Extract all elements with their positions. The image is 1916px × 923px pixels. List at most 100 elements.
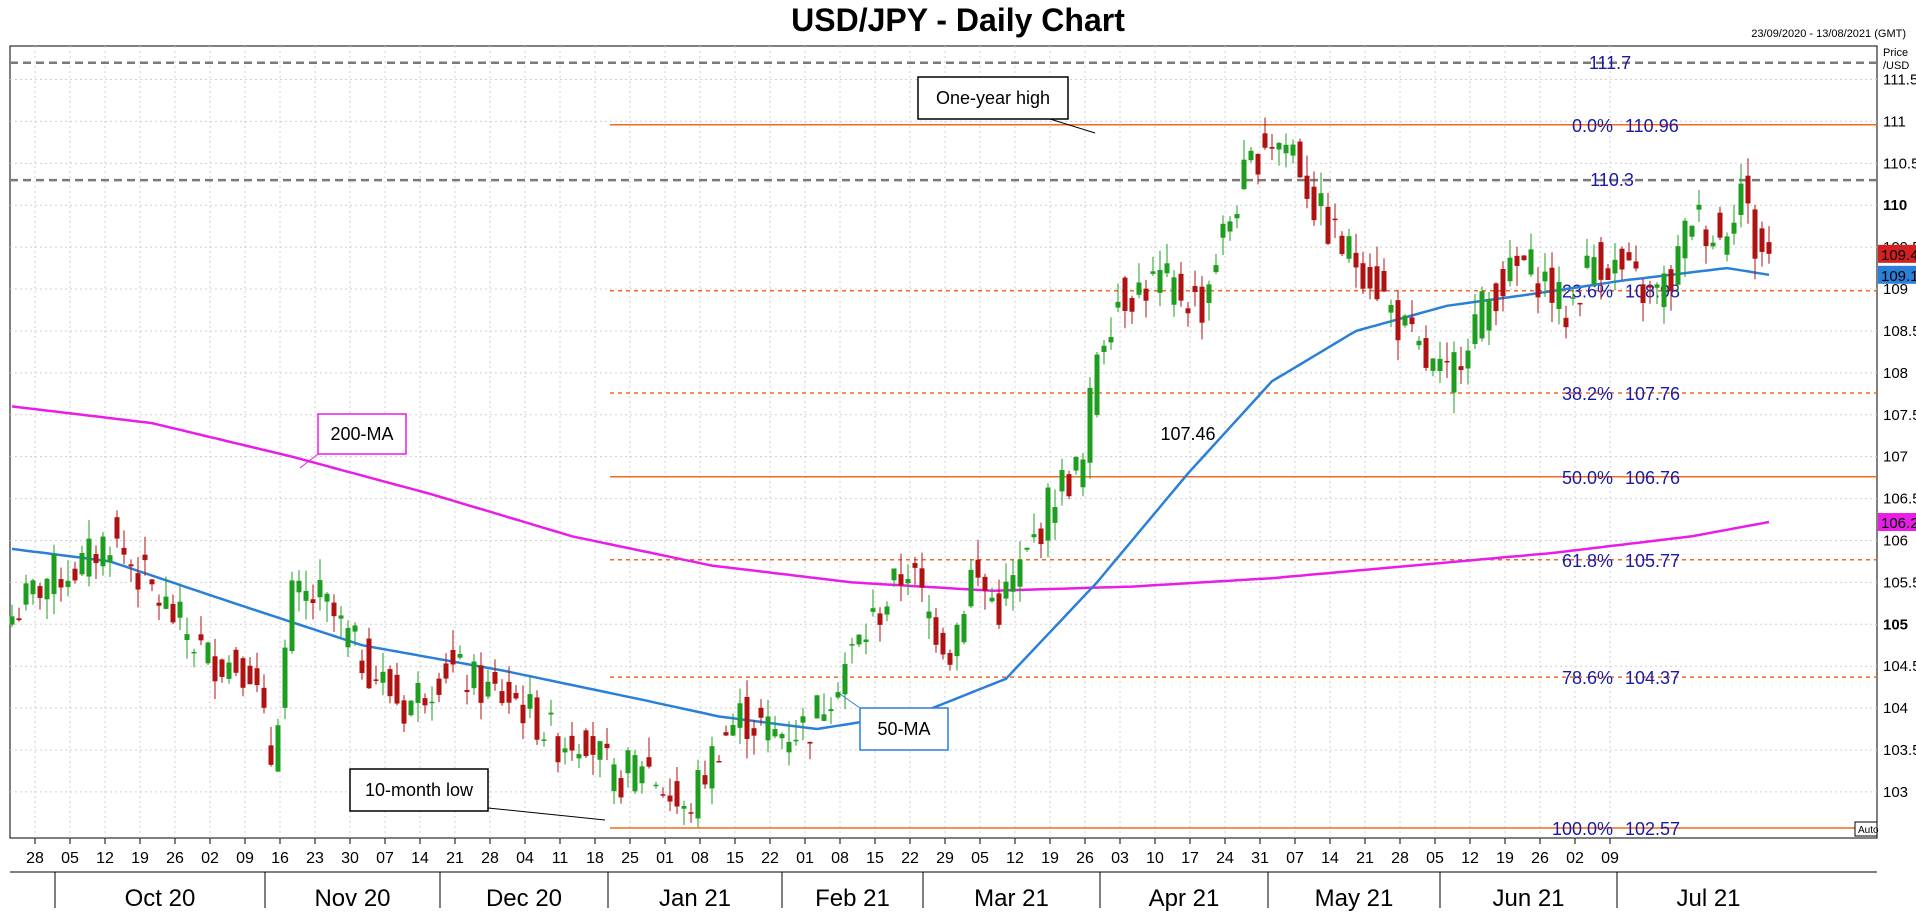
month-label: Apr 21 — [1149, 885, 1220, 912]
y-tick-label: 107.5 — [1883, 407, 1916, 424]
resistance-label: 110.3 — [1590, 170, 1634, 190]
x-tick-label: 15 — [726, 850, 744, 867]
candle-body — [1682, 220, 1688, 259]
x-tick-label: 16 — [271, 850, 289, 867]
candle-body — [1101, 345, 1107, 352]
candle-body — [1192, 286, 1198, 293]
candle-body — [765, 716, 771, 741]
candle-body — [219, 659, 225, 677]
x-tick-label: 21 — [446, 850, 464, 867]
candle-body — [1465, 350, 1471, 369]
ma200-value-badge-label: 106.22 — [1881, 515, 1916, 532]
candle-body — [1766, 242, 1772, 254]
candle-body — [1150, 271, 1156, 274]
price-axis-title: /USD — [1883, 60, 1909, 72]
candle-body — [940, 632, 946, 655]
candle-body — [982, 576, 988, 591]
x-tick-label: 05 — [61, 850, 79, 867]
candle-body — [989, 597, 995, 602]
y-tick-label: 110.5 — [1883, 155, 1916, 172]
candle-body — [79, 553, 85, 575]
y-tick-label: 105.5 — [1883, 574, 1916, 591]
candle-body — [1444, 360, 1450, 363]
candle-body — [198, 634, 204, 641]
x-tick-label: 14 — [1321, 850, 1339, 867]
candle-body — [1598, 242, 1604, 280]
y-tick-label: 110 — [1883, 197, 1907, 214]
candle-body — [1164, 263, 1170, 274]
candle-body — [261, 687, 267, 708]
candle-body — [905, 579, 911, 584]
annotations-layer: One-year high 10-month low 200-MA 50-MA 107.… — [299, 76, 1216, 821]
candle-body — [1591, 257, 1597, 285]
x-tick-label: 23 — [306, 850, 324, 867]
candle-body — [1248, 150, 1254, 161]
candle-body — [275, 725, 281, 772]
candle-body — [1066, 474, 1072, 497]
ma50-callout-box — [859, 707, 949, 751]
candle-body — [51, 554, 57, 595]
candle-body — [744, 696, 750, 740]
candle-body — [933, 617, 939, 645]
ma200-layer — [11, 405, 1770, 593]
candle-body — [758, 707, 764, 718]
candle-body — [919, 568, 925, 588]
candle-body — [156, 602, 162, 606]
candle-body — [359, 660, 365, 674]
candle-body — [772, 729, 778, 737]
candle-body — [1143, 288, 1149, 301]
candle-body — [1458, 366, 1464, 371]
candle-body — [1451, 352, 1457, 393]
y-tick-label: 106 — [1883, 532, 1908, 549]
candle-body — [1115, 301, 1121, 308]
x-tick-label: 28 — [26, 850, 44, 867]
candle-body — [807, 741, 813, 744]
fib-pct-label: 38.2% — [1562, 384, 1613, 404]
candle-body — [443, 663, 449, 679]
candle-body — [1486, 299, 1492, 331]
x-tick-label: 05 — [971, 850, 989, 867]
candle-body — [1472, 314, 1478, 345]
candle-body — [1311, 186, 1317, 221]
ma50-value-badge — [1878, 265, 1916, 284]
candle-body — [380, 671, 386, 683]
plot-frame — [9, 45, 1878, 839]
current-price-badge-label: 109.42 — [1881, 247, 1916, 264]
y-tick-label: 105 — [1883, 616, 1908, 633]
candle-body — [1535, 283, 1541, 298]
candle-body — [86, 538, 92, 577]
candle-body — [1339, 235, 1345, 255]
candle-body — [1563, 317, 1569, 328]
candle-body — [800, 716, 806, 723]
x-tick-label: 22 — [761, 850, 779, 867]
candle-body — [1738, 183, 1744, 215]
month-label: Jun 21 — [1492, 885, 1564, 912]
auto-box — [1854, 821, 1878, 837]
x-tick-label: 17 — [1181, 850, 1199, 867]
candle-body — [114, 517, 120, 539]
x-tick-label: 02 — [201, 850, 219, 867]
candle-body — [478, 665, 484, 703]
x-tick-label: 05 — [1426, 850, 1444, 867]
month-label: May 21 — [1315, 885, 1394, 912]
x-tick-label: 08 — [831, 850, 849, 867]
candle-body — [1479, 291, 1485, 339]
candle-body — [926, 611, 932, 619]
candle-body — [996, 593, 1002, 625]
month-label: Nov 20 — [314, 885, 390, 912]
candle-body — [1038, 528, 1044, 545]
x-tick-label: 09 — [1601, 850, 1619, 867]
candle-body — [100, 536, 106, 567]
candle-body — [1731, 222, 1737, 234]
candle-body — [513, 693, 519, 699]
candle-body — [1507, 257, 1513, 282]
candle-body — [562, 748, 568, 753]
candle-body — [93, 553, 99, 564]
candle-body — [1108, 337, 1114, 343]
x-tick-label: 01 — [656, 850, 674, 867]
candle-body — [1409, 317, 1415, 325]
ma50-callout-label: 50-MA — [877, 719, 930, 739]
candle-body — [667, 795, 673, 802]
candles-layer — [9, 117, 1772, 828]
one-year-high-label: One-year high — [936, 88, 1050, 108]
